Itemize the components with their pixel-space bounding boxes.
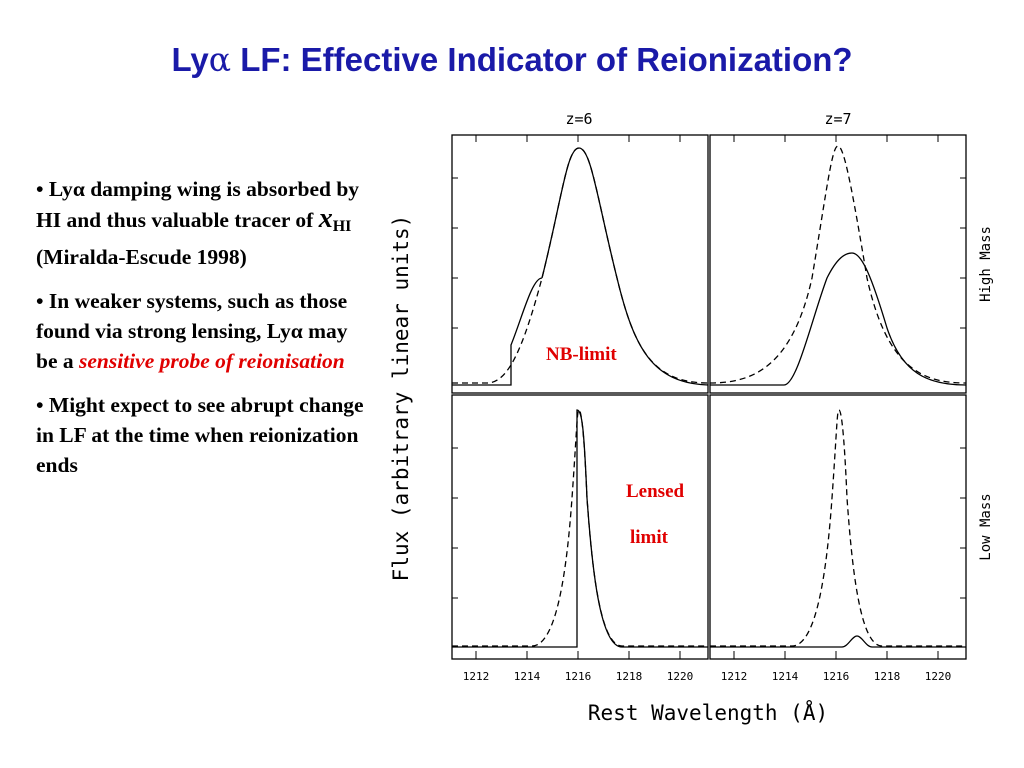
title-rest: LF: Effective Indicator of Reionization?	[231, 41, 853, 78]
nb-limit-annotation: NB-limit	[546, 344, 617, 365]
citation-text: (Miralda-Escude 1998)	[36, 245, 247, 269]
bullet-text: may be a	[36, 319, 348, 373]
lensed-annotation: Lensed	[626, 481, 685, 502]
x-tick-label: 1216	[565, 670, 592, 683]
bullet-marker: •	[36, 177, 49, 201]
hi-subscript: HI	[332, 218, 352, 235]
bullet-text: damping wing is absorbed by HI and thus …	[36, 177, 360, 232]
curve-solid	[452, 147, 709, 386]
panel-frame	[709, 134, 967, 394]
x-tick-labels: 1212 1214 1216 1218 1220 1212 1214 1216 …	[463, 670, 952, 683]
title-ly: Ly	[171, 41, 209, 78]
bullet-3: • Might expect to see abrupt change in L…	[36, 390, 366, 480]
bullet-list: • Lyα damping wing is absorbed by HI and…	[36, 174, 366, 494]
curve-dashed	[710, 409, 966, 647]
col-title-z6: z=6	[565, 110, 592, 128]
x-symbol: x	[318, 203, 333, 234]
figure-graph: z=6 z=7 1212 1214 1216 1218 1220 1212 12…	[389, 110, 994, 725]
x-tick-label: 1212	[463, 670, 490, 683]
bullet-text: Ly	[48, 177, 73, 201]
panel-frame	[451, 134, 709, 394]
x-axis-label: Rest Wavelength (Å)	[588, 699, 828, 725]
row-label-high-mass: High Mass	[978, 226, 994, 302]
bullet-2: • In weaker systems, such as those found…	[36, 286, 366, 376]
panel-frame	[709, 394, 967, 660]
bullet-1: • Lyα damping wing is absorbed by HI and…	[36, 174, 366, 272]
curve-dashed	[709, 145, 967, 384]
limit-annotation: limit	[630, 527, 668, 548]
x-tick-label: 1220	[925, 670, 952, 683]
panel-frame	[451, 394, 709, 660]
curve-solid	[710, 635, 966, 648]
slide-title: Lyα LF: Effective Indicator of Reionizat…	[0, 40, 1024, 79]
bullet-text: In weaker systems, such as those found v…	[36, 289, 348, 343]
highlight-text: sensitive probe of reionisation	[79, 349, 345, 373]
alpha-symbol: α	[72, 177, 85, 201]
x-tick-label: 1218	[874, 670, 901, 683]
curve-solid	[710, 252, 967, 386]
alpha-symbol: α	[290, 319, 303, 343]
col-title-z7: z=7	[824, 110, 851, 128]
tick-marks	[452, 135, 966, 659]
title-alpha: α	[208, 40, 232, 79]
x-tick-label: 1212	[721, 670, 748, 683]
figure-panel: z=6 z=7 1212 1214 1216 1218 1220 1212 12…	[372, 98, 1000, 768]
x-tick-label: 1214	[514, 670, 541, 683]
row-label-low-mass: Low Mass	[978, 493, 994, 560]
x-tick-label: 1216	[823, 670, 850, 683]
curve-solid	[452, 409, 708, 648]
bullet-marker: •	[36, 393, 49, 417]
x-tick-label: 1214	[772, 670, 799, 683]
curve-dashed	[452, 409, 708, 647]
bullet-text: Might expect to see abrupt change in LF …	[36, 393, 364, 477]
bullet-marker: •	[36, 289, 49, 313]
x-tick-label: 1218	[616, 670, 643, 683]
y-axis-label: Flux (arbitrary linear units)	[389, 215, 413, 582]
x-tick-label: 1220	[667, 670, 694, 683]
